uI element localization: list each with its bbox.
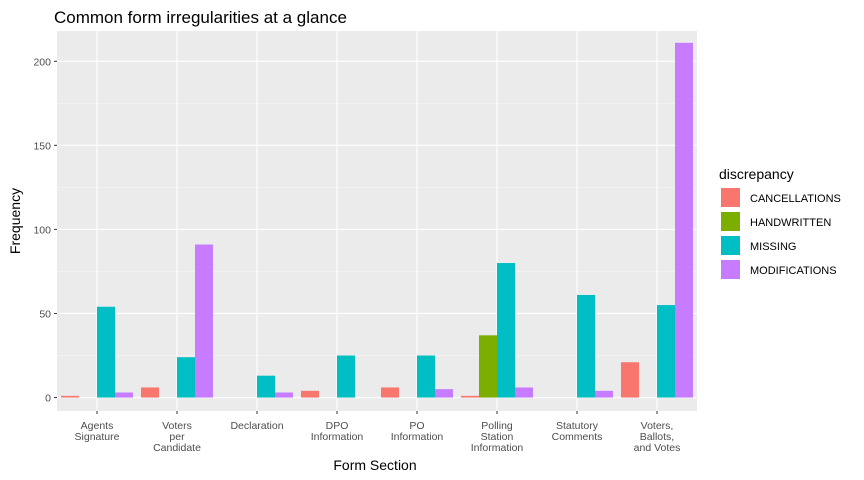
bar: [257, 375, 275, 398]
y-axis: 0 50 100 150 200: [33, 56, 57, 405]
bar: [381, 387, 399, 398]
bar: [177, 357, 195, 398]
legend: discrepancy CANCELLATIONS HANDWRITTEN MISS…: [719, 166, 841, 279]
bar: [97, 306, 115, 398]
y-tick-label: 200: [33, 56, 51, 68]
legend-label: MISSING: [750, 241, 796, 253]
legend-key: [721, 260, 740, 279]
y-tick-label: 50: [39, 308, 51, 320]
x-tick-label: Statutory Comments: [552, 420, 603, 443]
x-axis: Agents Signature Voters per Candidate Declara…: [75, 411, 681, 454]
y-tick-label: 0: [45, 393, 51, 405]
chart-title: Common form irregularities at a glance: [54, 8, 347, 27]
bar: [621, 362, 639, 398]
legend-label: CANCELLATIONS: [750, 193, 841, 205]
legend-key: [721, 212, 740, 231]
x-axis-title: Form Section: [333, 457, 416, 473]
bar: [515, 387, 533, 398]
y-tick-label: 150: [33, 140, 51, 152]
bar: [195, 244, 213, 398]
bar: [497, 263, 515, 398]
legend-label: MODIFICATIONS: [750, 265, 837, 277]
bar: [675, 42, 693, 398]
bar: [337, 355, 355, 398]
y-tick-label: 100: [33, 224, 51, 236]
bar: [435, 389, 453, 398]
legend-key: [721, 188, 740, 207]
x-tick-label: PO Information: [391, 420, 444, 443]
bar: [141, 387, 159, 398]
bar: [479, 335, 497, 398]
bar: [461, 395, 479, 398]
x-tick-label: DPO Information: [311, 420, 364, 443]
legend-key: [721, 236, 740, 255]
bar: [595, 390, 613, 398]
bar: [577, 294, 595, 398]
x-tick-label: Voters, Ballots, and Votes: [634, 420, 681, 454]
bar: [301, 390, 319, 398]
bars: [61, 42, 693, 398]
legend-title: discrepancy: [719, 166, 794, 182]
x-tick-label: Voters per Candidate: [153, 420, 201, 454]
x-tick-label: Agents Signature: [75, 420, 120, 443]
legend-label: HANDWRITTEN: [750, 217, 831, 229]
bar: [61, 395, 79, 398]
major-gridlines: [57, 31, 697, 411]
bar: [275, 392, 293, 398]
y-axis-title: Frequency: [7, 188, 23, 254]
plot-panel: [57, 31, 697, 411]
bar: [657, 305, 675, 398]
bar: [417, 355, 435, 398]
x-tick-label: Polling Station Information: [471, 420, 524, 454]
bar: [115, 392, 133, 398]
x-tick-label: Declaration: [230, 420, 283, 432]
